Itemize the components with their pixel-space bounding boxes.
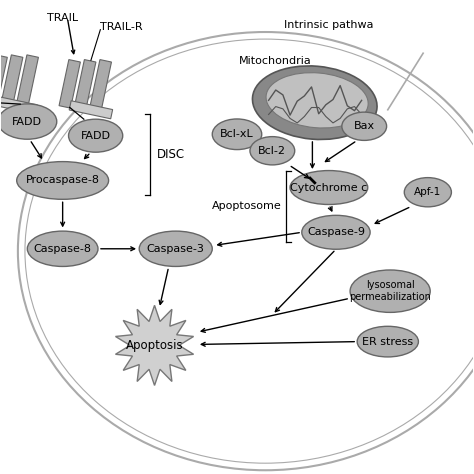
Text: FADD: FADD	[12, 117, 42, 127]
Text: Caspase-3: Caspase-3	[147, 244, 205, 254]
Text: lysosomal
permeabilization: lysosomal permeabilization	[349, 281, 431, 302]
Text: FADD: FADD	[81, 131, 110, 141]
FancyBboxPatch shape	[17, 55, 38, 103]
Text: Bcl-2: Bcl-2	[258, 146, 286, 156]
Ellipse shape	[139, 231, 212, 266]
Ellipse shape	[404, 178, 451, 207]
Text: Intrinsic pathwa: Intrinsic pathwa	[284, 20, 374, 30]
FancyBboxPatch shape	[0, 96, 37, 114]
Polygon shape	[116, 305, 193, 385]
Text: Caspase-8: Caspase-8	[34, 244, 91, 254]
Text: ER stress: ER stress	[362, 337, 413, 346]
Ellipse shape	[342, 112, 387, 140]
FancyBboxPatch shape	[90, 60, 111, 108]
Text: Caspase-9: Caspase-9	[307, 228, 365, 237]
Text: Apoptosome: Apoptosome	[212, 201, 282, 211]
Ellipse shape	[290, 171, 368, 204]
Text: Bcl-xL: Bcl-xL	[220, 129, 254, 139]
Ellipse shape	[17, 162, 109, 199]
Ellipse shape	[266, 73, 368, 128]
Text: Procaspase-8: Procaspase-8	[26, 175, 100, 185]
Ellipse shape	[250, 137, 295, 165]
Ellipse shape	[27, 231, 98, 266]
Text: TRAIL-R: TRAIL-R	[100, 22, 143, 32]
Text: Mitochondria: Mitochondria	[239, 56, 312, 66]
Ellipse shape	[350, 270, 430, 312]
FancyBboxPatch shape	[69, 101, 113, 119]
Ellipse shape	[0, 104, 57, 139]
FancyBboxPatch shape	[1, 55, 23, 103]
Ellipse shape	[212, 119, 262, 150]
Text: Cytochrome c: Cytochrome c	[290, 182, 367, 192]
FancyBboxPatch shape	[74, 60, 96, 108]
Ellipse shape	[69, 119, 123, 152]
FancyBboxPatch shape	[59, 60, 81, 108]
Text: Apoptosis: Apoptosis	[126, 339, 183, 352]
Text: Bax: Bax	[354, 121, 375, 131]
Text: DISC: DISC	[157, 148, 185, 161]
Ellipse shape	[253, 66, 377, 139]
Text: Apf-1: Apf-1	[414, 187, 441, 197]
Text: TRAIL: TRAIL	[47, 13, 78, 23]
Ellipse shape	[302, 215, 370, 249]
FancyBboxPatch shape	[0, 55, 7, 103]
Ellipse shape	[357, 326, 419, 357]
